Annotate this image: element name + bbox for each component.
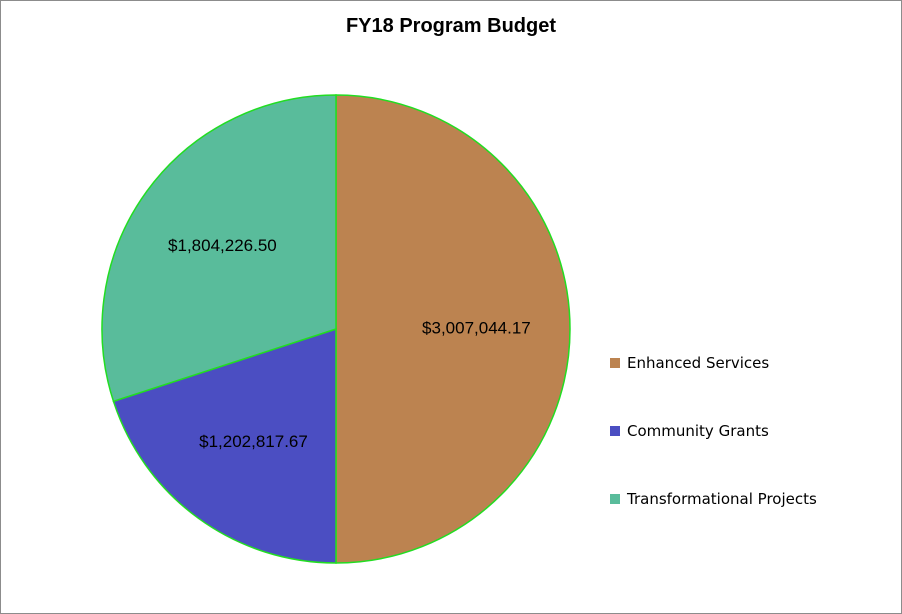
legend-item-transformational-projects: Transformational Projects xyxy=(610,489,817,509)
pie-slice-community-grants xyxy=(112,327,337,564)
chart-title: FY18 Program Budget xyxy=(345,15,557,37)
pie-slice-enhanced-services xyxy=(335,94,571,564)
data-label-community-grants: $1,202,817.67 xyxy=(199,432,308,451)
legend-label-transformational-projects: Transformational Projects xyxy=(627,490,817,508)
legend: Enhanced Services Community Grants Trans… xyxy=(610,353,817,557)
legend-item-enhanced-services: Enhanced Services xyxy=(610,353,817,373)
legend-item-community-grants: Community Grants xyxy=(610,421,817,441)
legend-swatch-enhanced-services xyxy=(610,358,620,368)
data-label-transformational-projects: $1,804,226.50 xyxy=(168,236,277,255)
pie-slice-transformational-projects xyxy=(101,94,337,403)
legend-swatch-transformational-projects xyxy=(610,494,620,504)
legend-swatch-community-grants xyxy=(610,426,620,436)
data-label-enhanced-services: $3,007,044.17 xyxy=(422,318,531,337)
legend-label-community-grants: Community Grants xyxy=(627,422,769,440)
legend-label-enhanced-services: Enhanced Services xyxy=(627,354,770,372)
